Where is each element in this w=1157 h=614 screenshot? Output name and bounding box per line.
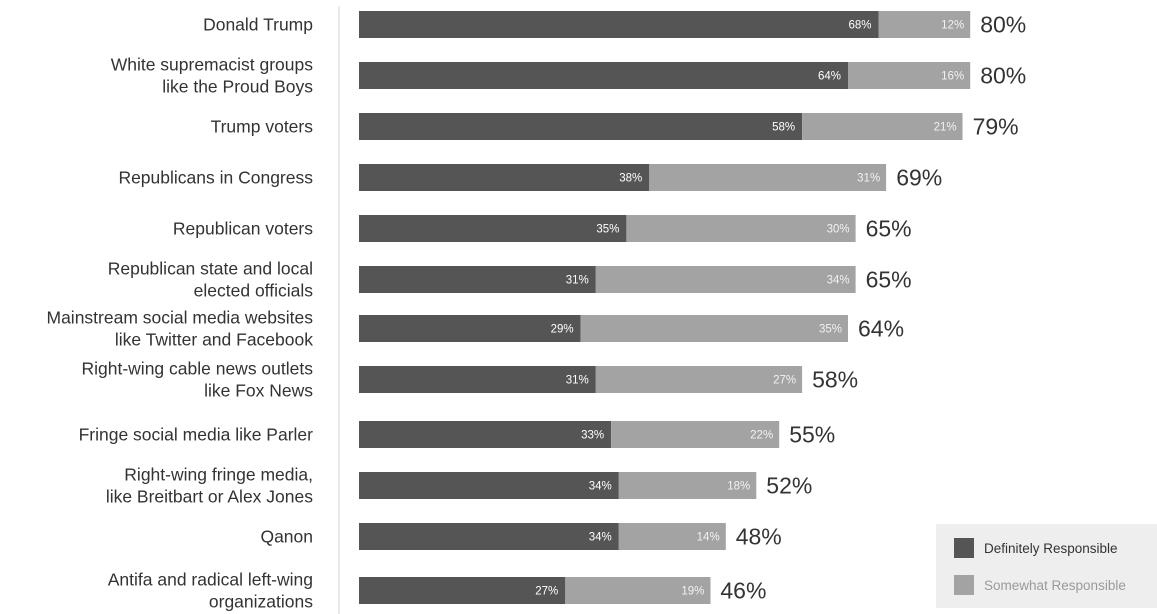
- data-label-somewhat: 34%: [827, 275, 850, 287]
- category-label: Qanon: [260, 527, 313, 547]
- bar-definitely: [359, 266, 596, 293]
- data-label-somewhat: 35%: [819, 324, 842, 336]
- data-label-somewhat: 18%: [727, 481, 750, 493]
- data-label-definitely: 34%: [589, 532, 612, 544]
- bar-definitely: [359, 164, 650, 191]
- category-label-line: Trump voters: [211, 117, 314, 137]
- category-label-line: Republican voters: [173, 219, 313, 239]
- category-label: Trump voters: [211, 117, 314, 137]
- category-label: Republican voters: [173, 219, 313, 239]
- category-label: Right-wing fringe media, like Breitbart o…: [106, 465, 313, 507]
- bar-somewhat: [878, 11, 971, 38]
- legend-item-definitely: Definitely Responsible: [954, 538, 1118, 558]
- bar-somewhat: [618, 472, 757, 499]
- category-label-line: Fringe social media like Parler: [79, 425, 314, 445]
- bar-somewhat: [595, 266, 856, 293]
- data-label-definitely: 38%: [619, 173, 642, 185]
- data-label-definitely: 58%: [772, 122, 795, 134]
- category-label-line: like Fox News: [204, 381, 313, 401]
- total-label: 48%: [736, 524, 782, 550]
- bar-definitely: [359, 11, 879, 38]
- bar-somewhat: [565, 577, 711, 604]
- category-label: Donald Trump: [203, 15, 313, 35]
- category-label-line: Antifa and radical left-wing: [108, 570, 313, 590]
- data-label-definitely: 68%: [848, 20, 871, 32]
- category-label-line: Republicans in Congress: [118, 168, 313, 188]
- category-label-line: organizations: [209, 592, 313, 612]
- data-label-somewhat: 12%: [941, 20, 964, 32]
- category-label-line: Donald Trump: [203, 15, 313, 35]
- category-label: White supremacist groups like the Proud B…: [111, 55, 314, 97]
- data-label-definitely: 29%: [551, 324, 574, 336]
- bar-definitely: [359, 62, 848, 89]
- bar-somewhat: [649, 164, 887, 191]
- category-label: Mainstream social media websites like Twi…: [47, 308, 314, 350]
- bar-definitely: [359, 113, 803, 140]
- category-label: Antifa and radical left-wing organization…: [108, 570, 313, 612]
- data-label-somewhat: 30%: [827, 224, 850, 236]
- data-label-definitely: 27%: [535, 586, 558, 598]
- bar-definitely: [359, 366, 596, 393]
- bar-somewhat: [595, 366, 803, 393]
- bar-somewhat: [802, 113, 963, 140]
- data-label-somewhat: 19%: [681, 586, 704, 598]
- total-label: 79%: [973, 114, 1019, 140]
- data-label-definitely: 33%: [581, 430, 604, 442]
- bar-definitely: [359, 421, 612, 448]
- data-label-definitely: 64%: [818, 71, 841, 83]
- legend-swatch-definitely: [954, 538, 974, 558]
- category-label-line: Right-wing fringe media,: [124, 465, 313, 485]
- category-label-line: Right-wing cable news outlets: [81, 359, 313, 379]
- total-label: 55%: [789, 422, 835, 448]
- bar-definitely: [359, 523, 619, 550]
- category-label-line: White supremacist groups: [111, 55, 314, 75]
- category-label: Fringe social media like Parler: [79, 425, 314, 445]
- bar-somewhat: [626, 215, 856, 242]
- data-label-definitely: 31%: [566, 375, 589, 387]
- bar-somewhat: [848, 62, 971, 89]
- total-label: 52%: [766, 473, 812, 499]
- total-label: 65%: [866, 267, 912, 293]
- total-label: 80%: [980, 63, 1026, 89]
- category-label-line: like Twitter and Facebook: [115, 330, 313, 350]
- data-label-somewhat: 22%: [750, 430, 773, 442]
- category-label-line: Republican state and local: [108, 259, 313, 279]
- data-label-definitely: 34%: [589, 481, 612, 493]
- category-label-line: elected officials: [194, 281, 314, 301]
- legend-label-definitely: Definitely Responsible: [984, 540, 1118, 556]
- total-label: 58%: [812, 367, 858, 393]
- total-label: 46%: [720, 578, 766, 604]
- total-label: 65%: [866, 216, 912, 242]
- data-label-somewhat: 27%: [773, 375, 796, 387]
- category-label-line: Mainstream social media websites: [47, 308, 314, 328]
- bar-definitely: [359, 315, 581, 342]
- category-label: Republican state and local elected offici…: [108, 259, 314, 301]
- data-label-definitely: 31%: [566, 275, 589, 287]
- legend-label-somewhat: Somewhat Responsible: [984, 577, 1126, 593]
- total-label: 80%: [980, 12, 1026, 38]
- bar-definitely: [359, 577, 566, 604]
- bar-somewhat: [611, 421, 780, 448]
- bar-somewhat: [618, 523, 726, 550]
- legend-item-somewhat: Somewhat Responsible: [954, 575, 1126, 595]
- data-label-somewhat: 14%: [697, 532, 720, 544]
- category-label: Republicans in Congress: [118, 168, 313, 188]
- data-label-definitely: 35%: [596, 224, 619, 236]
- bar-definitely: [359, 215, 627, 242]
- category-label-line: like the Proud Boys: [162, 77, 313, 97]
- data-label-somewhat: 31%: [857, 173, 880, 185]
- data-label-somewhat: 16%: [941, 71, 964, 83]
- bar-definitely: [359, 472, 619, 499]
- category-label-line: Qanon: [260, 527, 313, 547]
- data-label-somewhat: 21%: [934, 122, 957, 134]
- category-label: Right-wing cable news outlets like Fox Ne…: [81, 359, 313, 401]
- bar-somewhat: [580, 315, 848, 342]
- legend-swatch-somewhat: [954, 575, 974, 595]
- bars-group: Donald Trump 68% 12% 80% White supremacist g…: [47, 11, 1026, 612]
- category-label-line: like Breitbart or Alex Jones: [106, 487, 313, 507]
- total-label: 69%: [896, 165, 942, 191]
- legend: Definitely Responsible Somewhat Responsi…: [936, 524, 1157, 608]
- total-label: 64%: [858, 316, 904, 342]
